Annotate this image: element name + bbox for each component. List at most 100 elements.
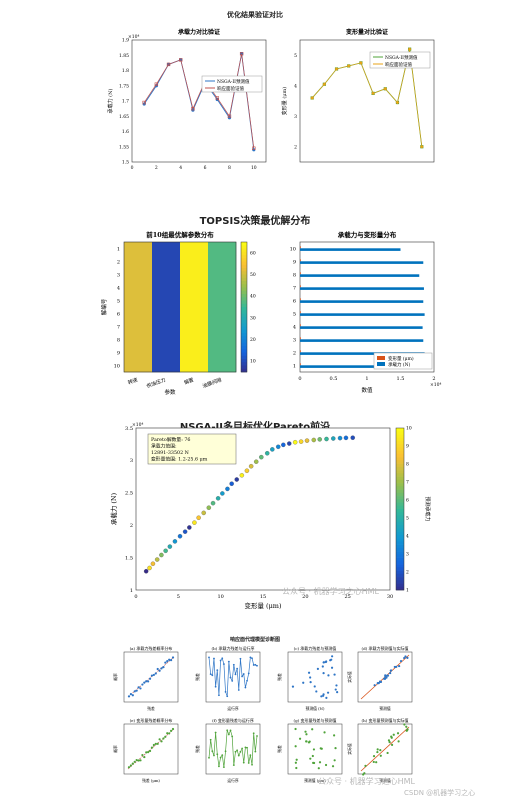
pareto-point [182,529,188,534]
bar-ytick-label: 7 [293,286,296,292]
left-verified-point [227,114,232,118]
diag-point [331,765,335,768]
heatmap-colorbar-segment [241,251,247,256]
watermark-2: 公众号 · 机器学习之心HML [318,777,416,786]
watermark-3: CSDN @机器学习之心 [404,789,476,797]
heatmap-colorbar-segment [241,316,247,321]
diag-point [162,666,165,669]
diag-point [156,742,159,745]
pareto-point [292,440,298,445]
diag-point [254,663,257,666]
diag-point [148,749,152,753]
pareto-xtick-label: 30 [387,594,393,600]
diag-point [164,661,167,664]
diag-point [236,667,239,670]
pareto-ylabel: 承载力 (N) [109,492,118,525]
heatmap-cell [208,320,237,334]
diag-point [406,728,409,731]
diag-xlabel: 残差 (μm) [142,778,160,783]
pareto-ytick-label: 3 [130,458,133,464]
heatmap-cell [180,281,209,295]
diag-point [237,754,240,757]
pareto-colorbar-segment [396,492,404,497]
heatmap-ytick-label: 8 [117,338,120,344]
figure1-panel: 优化结果验证对比 承载力对比验证 ×10⁴ 1.5 1.55 1.6 1.65 1.7 1.7… [0,10,510,180]
heatmap-colorbar-segment [241,271,247,275]
pareto-colorbar-segment [396,440,404,445]
diag-point [390,743,394,746]
bar-load [300,274,420,277]
diag-point [392,733,395,736]
right-verified-point [322,82,327,87]
pareto-colorbar-tick: 3 [406,552,409,558]
heatmap-ytick-label: 5 [117,299,120,305]
bar-xtick-label: 2 [432,376,435,382]
bar-legend-deform: 变形量 (μm) [388,355,414,362]
figure4-title: 响应面代理模型诊断图 [229,637,280,643]
diag-point [333,759,336,762]
diag-point [226,729,229,732]
left-verified-point [142,100,146,105]
heatmap-colorbar-tick: 60 [250,250,256,256]
left-xtick-label: 8 [228,165,231,171]
pareto-colorbar-segment [396,557,404,562]
heatmap-colorbar-segment [241,346,247,350]
pareto-colorbar-segment [396,515,404,520]
diag-axes-frame [287,651,343,703]
heatmap-ytick-label: 10 [114,364,120,370]
pareto-point [150,561,156,567]
heatmap-cell [124,346,153,360]
pareto-point [196,515,201,520]
pareto-colorbar-segment [396,528,404,532]
diag-run-line [208,729,258,768]
bar-ytick-label: 2 [293,351,296,357]
diag-point [143,681,146,684]
pareto-point [147,565,152,571]
pareto-point [248,463,254,469]
bar-deform [300,259,301,262]
heatmap-cell [208,281,237,295]
heatmap-cell [208,255,237,269]
diag-point [295,758,298,761]
diag-point [209,673,212,676]
diag-xlabel: 运行序 [227,778,239,783]
diag-point [309,757,312,760]
diag-point [143,755,146,759]
pareto-point [239,473,245,478]
diag-point [320,695,323,698]
diag-point [254,750,257,753]
diag-xlabel: 预测值 [379,706,391,711]
bar-load [300,287,424,290]
diag-point [241,675,244,678]
diag-point [403,723,406,726]
diag-ylabel: 实际值 [347,743,352,755]
diag-point [221,754,224,756]
heatmap-ytick-label: 2 [117,260,120,266]
pareto-colorbar-segment [396,551,404,555]
heatmap-cell [124,281,153,295]
pareto-xtick-label: 20 [302,594,308,600]
right-verified-point [420,144,424,149]
diag-point [376,748,379,751]
diag-xlabel: 预测值 [379,778,391,783]
diag-title: (a) 承载力残差概率分布 [130,645,173,651]
diag-point [209,738,212,741]
heatmap-ytick-label: 3 [117,273,120,279]
heatmap-title: 前10组最优解参数分布 [146,230,214,239]
diag-point [222,663,225,665]
pareto-colorbar-tick: 6 [406,498,409,504]
pareto-xlabel: 变形量 (μm) [244,601,281,610]
heatmap-cell [180,346,209,360]
pareto-colorbar-segment [396,496,404,500]
diag-point [309,681,312,684]
heatmap-colorbar-segment [241,277,247,282]
diag-point [325,696,328,699]
bar-deform [300,246,301,249]
bar-ytick-label: 1 [293,364,296,370]
heatmap-colorbar-tick: 10 [250,359,256,365]
pareto-colorbar-tick: 5 [406,516,409,522]
left-verified-point [239,52,244,56]
diag-point [158,669,161,672]
left-verified-point [252,146,256,150]
